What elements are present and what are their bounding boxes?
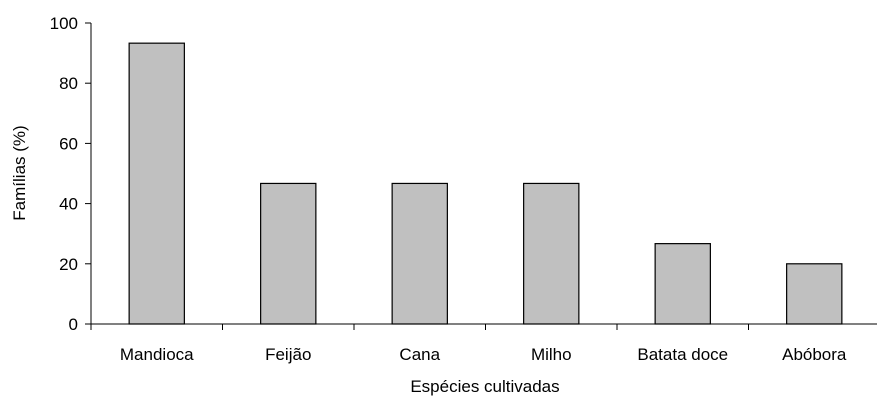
x-axis-title: Espécies cultivadas [410,377,559,396]
y-tick-label: 40 [59,195,78,214]
bar-cana [391,182,448,325]
x-category-label: Feijão [265,345,311,364]
bar-mandioca [128,42,185,325]
x-category-label: Abóbora [782,345,847,364]
y-axis-title: Famílias (%) [10,125,29,220]
y-tick-label: 0 [69,315,78,334]
y-tick-label: 100 [50,14,78,33]
y-tick-label: 60 [59,134,78,153]
x-category-label: Milho [531,345,572,364]
x-category-label: Batata doce [637,345,728,364]
bar-abóbora [786,263,843,325]
y-tick-label: 80 [59,74,78,93]
x-category-label: Cana [399,345,440,364]
y-tick-label: 20 [59,255,78,274]
x-category-label: Mandioca [120,345,194,364]
y-ticks-group: 0 20 40 60 80 100 [50,14,91,334]
bars-group [128,42,843,325]
bar-milho [523,182,580,325]
axes-group [90,23,877,325]
x-ticks-group: Mandioca Feijão Cana Milho Batata doce Abóbor… [90,324,847,364]
bar-feijão [260,182,317,325]
bar-batata-doce [654,243,711,325]
